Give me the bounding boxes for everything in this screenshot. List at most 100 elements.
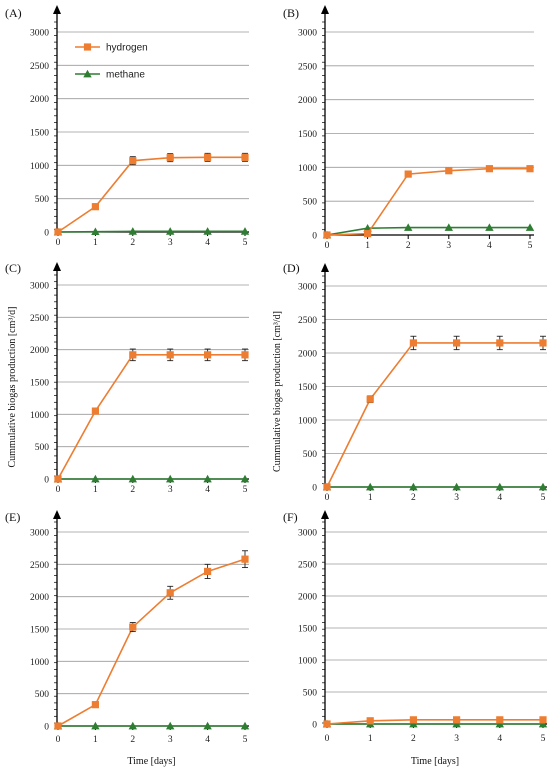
series-hydrogen [54, 550, 249, 730]
data-point-hydrogen [204, 153, 212, 161]
y-tick-label: 0 [312, 721, 317, 731]
series-line-hydrogen [326, 719, 543, 725]
x-tick-label: 2 [411, 493, 416, 503]
y-tick-label: 2500 [30, 561, 49, 571]
data-point-hydrogen [54, 475, 62, 483]
panel-label: (A) [5, 6, 22, 20]
panel-label: (C) [5, 261, 21, 275]
y-tick-label: 500 [303, 689, 318, 699]
y-tick-label: 1000 [298, 417, 317, 427]
x-tick-label: 1 [93, 485, 98, 495]
data-point-hydrogen [453, 339, 461, 347]
data-point-methane [240, 474, 250, 483]
legend: hydrogen methane [75, 43, 148, 81]
data-point-methane [240, 721, 250, 730]
data-point-hydrogen [366, 717, 374, 725]
legend-label-hydrogen: hydrogen [106, 43, 148, 54]
data-point-hydrogen [91, 203, 99, 211]
y-tick-label: 0 [312, 232, 317, 242]
data-point-methane [91, 721, 100, 730]
y-tick-label: 2000 [298, 350, 317, 360]
series-line-hydrogen [57, 354, 245, 480]
series-line-hydrogen [57, 156, 245, 233]
data-point-hydrogen [496, 339, 504, 347]
series-hydrogen [323, 335, 547, 491]
x-tick-label: 5 [243, 238, 248, 248]
data-point-hydrogen [54, 722, 62, 730]
x-tick-label: 2 [406, 241, 411, 251]
y-tick-label: 500 [35, 690, 50, 700]
y-axis-title: Cummulative biogas production [cm³/d] [272, 311, 283, 472]
x-tick-label: 1 [365, 241, 370, 251]
y-tick-label: 1500 [30, 129, 49, 139]
x-tick-label: 0 [325, 241, 330, 251]
series-line-hydrogen [326, 342, 543, 488]
series-line-methane [326, 226, 530, 236]
y-tick-label: 3000 [30, 282, 49, 292]
data-point-methane [409, 719, 418, 728]
data-point-methane [166, 474, 175, 483]
panel-label: (D) [283, 261, 300, 275]
chart-panel-b: 0 500 1000 1500 2000 2500 3000 0 1 2 3 4 5 (B) [283, 5, 535, 251]
data-point-methane [166, 227, 175, 235]
data-point-methane [538, 482, 548, 491]
y-tick-label: 0 [44, 476, 49, 486]
data-point-hydrogen [453, 716, 461, 724]
y-tick-label: 2500 [298, 561, 317, 571]
x-tick-label: 0 [325, 493, 330, 503]
y-tick-label: 2500 [298, 62, 317, 72]
data-point-hydrogen [91, 701, 99, 709]
y-tick-label: 2500 [30, 62, 49, 72]
data-point-methane [485, 223, 494, 231]
data-point-methane [128, 474, 137, 483]
data-point-methane [166, 721, 175, 730]
x-tick-label: 4 [205, 485, 210, 495]
data-point-hydrogen [166, 154, 174, 162]
data-point-methane [495, 719, 504, 728]
legend-marker-hydrogen [83, 43, 92, 51]
x-tick-label: 3 [168, 238, 173, 248]
data-point-hydrogen [539, 339, 547, 347]
y-tick-label: 3000 [298, 529, 317, 539]
data-point-methane [444, 223, 453, 231]
data-point-hydrogen [323, 231, 331, 239]
x-tick-label: 3 [454, 493, 459, 503]
data-point-hydrogen [323, 720, 331, 728]
y-tick-label: 500 [303, 450, 318, 460]
chart-panel-f: 0 500 1000 1500 2000 2500 3000 0 1 2 3 4 5 (F) Time [d… [283, 510, 548, 767]
y-tick-label: 1500 [30, 626, 49, 636]
y-axis-arrow [321, 263, 329, 272]
series-methane [322, 719, 548, 728]
x-tick-label: 3 [168, 735, 173, 745]
y-tick-label: 3000 [30, 529, 49, 539]
data-point-methane [203, 474, 212, 483]
x-tick-label: 0 [56, 485, 61, 495]
y-axis-arrow [53, 5, 61, 14]
data-point-methane [404, 223, 413, 231]
data-point-hydrogen [366, 395, 374, 403]
x-tick-label: 4 [497, 734, 502, 744]
data-point-hydrogen [204, 567, 212, 576]
series-methane [53, 474, 250, 483]
y-axis-arrow [53, 262, 61, 271]
data-point-hydrogen [166, 589, 174, 597]
x-tick-label: 5 [541, 734, 546, 744]
data-point-hydrogen [129, 157, 137, 165]
data-point-methane [240, 227, 250, 235]
y-tick-label: 500 [35, 195, 50, 205]
y-tick-label: 500 [35, 443, 50, 453]
x-tick-label: 0 [325, 734, 330, 744]
x-tick-label: 1 [93, 238, 98, 248]
chart-panel-a: 0 500 1000 1500 2000 2500 3000 0 1 2 3 4 5 (A) hydroge… [5, 5, 250, 248]
y-tick-label: 1500 [298, 625, 317, 635]
y-tick-label: 1000 [30, 411, 49, 421]
series-line-hydrogen [57, 558, 246, 727]
data-point-hydrogen [91, 407, 99, 415]
y-tick-label: 2500 [298, 316, 317, 326]
data-point-hydrogen [539, 716, 547, 724]
x-tick-label: 3 [446, 241, 451, 251]
data-point-hydrogen [526, 165, 534, 173]
data-point-methane [409, 482, 418, 491]
y-tick-label: 1000 [298, 164, 317, 174]
